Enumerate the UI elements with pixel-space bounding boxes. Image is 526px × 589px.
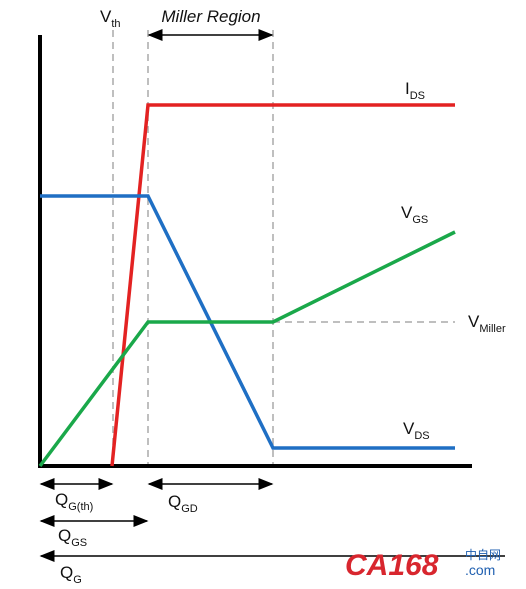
watermark-brand: CA168	[345, 549, 439, 582]
vgs-curve	[38, 230, 456, 468]
label-part: Miller	[479, 323, 506, 335]
label-part: G(th)	[68, 501, 93, 513]
label: VDS	[403, 419, 430, 442]
label-part: V	[468, 312, 480, 331]
label-part: Q	[168, 492, 181, 511]
label-part: DS	[410, 90, 425, 102]
label-part: DS	[414, 430, 429, 442]
label: VGS	[401, 203, 428, 226]
label-part: GD	[181, 503, 198, 515]
label-part: G	[73, 574, 82, 586]
label: QGS	[58, 526, 87, 549]
label-part: V	[100, 7, 112, 26]
label: IDS	[405, 79, 425, 102]
region-label: Miller Region	[161, 7, 260, 26]
label-part: V	[403, 419, 415, 438]
label-part: I	[405, 79, 410, 98]
label-part: GS	[71, 537, 87, 549]
label: VMiller	[468, 312, 506, 335]
watermark-domain: .com	[465, 562, 495, 578]
label: Vth	[100, 7, 121, 30]
label-part: Q	[55, 490, 68, 509]
label-part: Q	[60, 563, 73, 582]
watermark-cn: 中自网	[465, 547, 501, 562]
ids-curve	[110, 103, 455, 467]
label: QG	[60, 563, 82, 586]
label: QG(th)	[55, 490, 93, 513]
label: QGD	[168, 492, 198, 515]
label-part: Q	[58, 526, 71, 545]
label-part: V	[401, 203, 413, 222]
label-part: th	[111, 18, 120, 30]
label-part: GS	[412, 214, 428, 226]
